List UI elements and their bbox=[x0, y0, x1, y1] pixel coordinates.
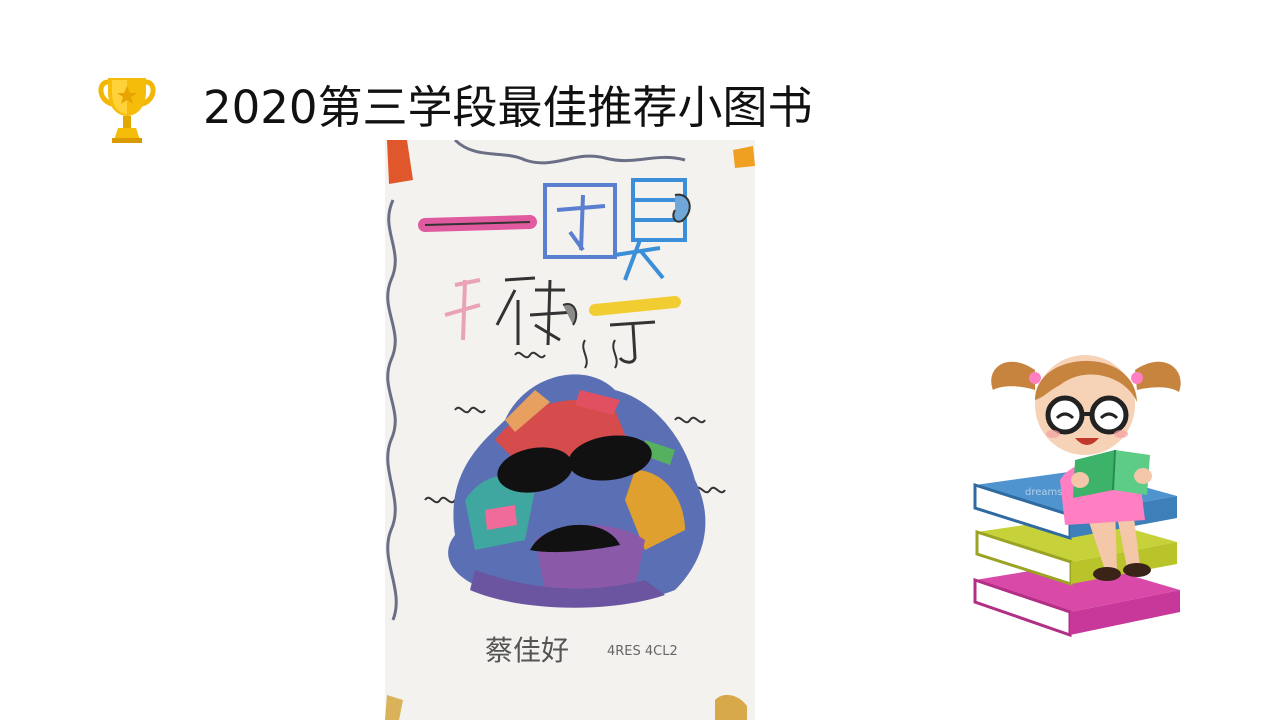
class-note: 4RES 4CL2 bbox=[607, 644, 678, 659]
author-signature: 蔡佳好 bbox=[485, 634, 569, 667]
watermark-text: dreamstime bbox=[1025, 487, 1085, 498]
slide-title: 2020第三学段最佳推荐小图书 bbox=[203, 81, 813, 134]
girl-reading-illustration: dreamstime bbox=[965, 330, 1195, 670]
book-cover-drawing: 蔡佳好 4RES 4CL2 bbox=[385, 140, 755, 720]
trophy-icon bbox=[96, 74, 158, 144]
